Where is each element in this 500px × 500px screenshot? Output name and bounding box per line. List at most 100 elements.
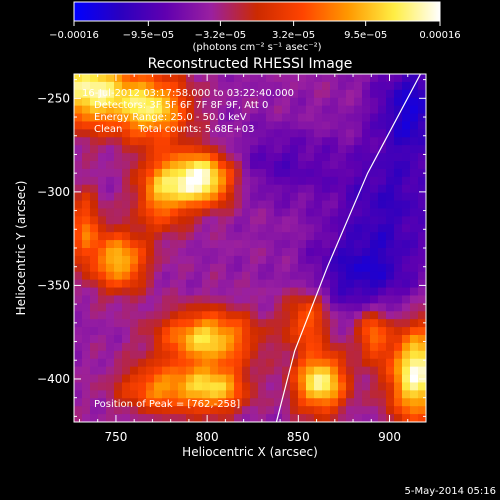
heatmap-cell	[274, 97, 283, 107]
heatmap-cell	[418, 105, 426, 114]
heatmap-cell	[394, 342, 403, 352]
heatmap-cell	[122, 97, 131, 107]
heatmap-cell	[266, 406, 275, 415]
x-axis: 750 800 850 900	[78, 74, 427, 444]
heatmap-cell	[122, 271, 131, 281]
heatmap-cell	[218, 271, 227, 281]
heatmap-cell	[418, 248, 426, 257]
heatmap-cell	[154, 382, 163, 391]
heatmap-cell	[266, 168, 275, 178]
heatmap-cell	[346, 74, 355, 83]
heatmap-cell	[378, 168, 387, 178]
heatmap-cell	[250, 406, 259, 415]
heatmap-cell	[74, 255, 83, 265]
heatmap-cell	[386, 248, 395, 257]
heatmap-cell	[114, 89, 123, 99]
heatmap-cell	[298, 342, 307, 352]
heatmap-cell	[306, 81, 315, 91]
heatmap-cell	[242, 263, 251, 273]
heatmap-cell	[138, 311, 147, 320]
heatmap-cell	[186, 414, 195, 422]
heatmap-cell	[314, 216, 323, 225]
heatmap-cell	[234, 390, 243, 399]
heatmap-cell	[154, 271, 163, 281]
heatmap-cell	[234, 263, 243, 273]
heatmap-cell	[122, 200, 131, 209]
heatmap-cell	[178, 216, 187, 225]
heatmap-cell	[122, 390, 131, 399]
colorbar-tick-label: −0.00016	[49, 30, 99, 41]
heatmap-cell	[282, 129, 291, 138]
heatmap-cell	[266, 129, 275, 138]
heatmap-cell	[186, 168, 195, 178]
heatmap-cell	[114, 192, 123, 201]
heatmap-cell	[298, 224, 307, 233]
heatmap-cell	[194, 192, 203, 201]
heatmap-cell	[330, 398, 339, 407]
heatmap-cell	[194, 366, 203, 375]
heatmap-cell	[82, 279, 91, 288]
peak-position-label: Position of Peak = [762,-258]	[94, 399, 240, 410]
heatmap-cell	[226, 374, 235, 383]
heatmap-cell	[218, 295, 227, 304]
heatmap-cell	[210, 81, 219, 91]
heatmap-cell	[106, 97, 115, 107]
heatmap-cell	[402, 366, 411, 375]
heatmap-cell	[306, 382, 315, 391]
heatmap-cell	[402, 319, 411, 328]
heatmap-cell	[394, 248, 403, 257]
heatmap-cell	[242, 311, 251, 320]
heatmap-cell	[226, 311, 235, 320]
heatmap-cell	[402, 350, 411, 360]
heatmap-cell	[410, 327, 419, 336]
heatmap-cell	[338, 97, 347, 107]
heatmap-cell	[362, 129, 371, 138]
heatmap-cell	[106, 414, 115, 422]
heatmap-cell	[162, 287, 171, 296]
heatmap-cell	[330, 335, 339, 344]
heatmap-cell	[202, 366, 211, 375]
heatmap-cell	[394, 358, 403, 368]
heatmap-cell	[114, 271, 123, 281]
heatmap-cell	[202, 192, 211, 201]
heatmap-cell	[306, 224, 315, 233]
heatmap-cell	[346, 358, 355, 368]
heatmap-cell	[210, 263, 219, 273]
heatmap-cell	[394, 271, 403, 281]
heatmap-cell	[218, 303, 227, 312]
heatmap-cell	[370, 358, 379, 368]
heatmap-cell	[378, 414, 387, 422]
heatmap-cell	[394, 105, 403, 114]
heatmap-cell	[330, 200, 339, 209]
heatmap-cell	[362, 192, 371, 201]
heatmap-cell	[186, 398, 195, 407]
heatmap-cell	[282, 342, 291, 352]
heatmap-cell	[194, 295, 203, 304]
heatmap-cell	[346, 240, 355, 249]
heatmap-cell	[186, 390, 195, 399]
heatmap-cell	[290, 255, 299, 265]
heatmap-cell	[402, 398, 411, 407]
heatmap-cell	[306, 255, 315, 265]
heatmap-cell	[146, 303, 155, 312]
heatmap-cell	[274, 121, 283, 130]
heatmap-cell	[90, 398, 99, 407]
heatmap-cell	[282, 216, 291, 225]
heatmap-cell	[146, 374, 155, 383]
heatmap-cell	[330, 327, 339, 336]
heatmap-cell	[322, 295, 331, 304]
heatmap-cell	[274, 184, 283, 194]
heatmap-cell	[418, 74, 426, 83]
heatmap-cell	[250, 81, 259, 91]
heatmap-cell	[386, 255, 395, 265]
heatmap-cell	[322, 414, 331, 422]
heatmap-cell	[418, 232, 426, 241]
heatmap-cell	[82, 145, 91, 154]
heatmap-cell	[146, 248, 155, 257]
heatmap-cell	[282, 374, 291, 383]
heatmap-cell	[122, 350, 131, 360]
heatmap-cell	[130, 208, 139, 217]
heatmap-cell	[410, 248, 419, 257]
heatmap-image	[74, 74, 426, 422]
heatmap-cell	[162, 358, 171, 368]
